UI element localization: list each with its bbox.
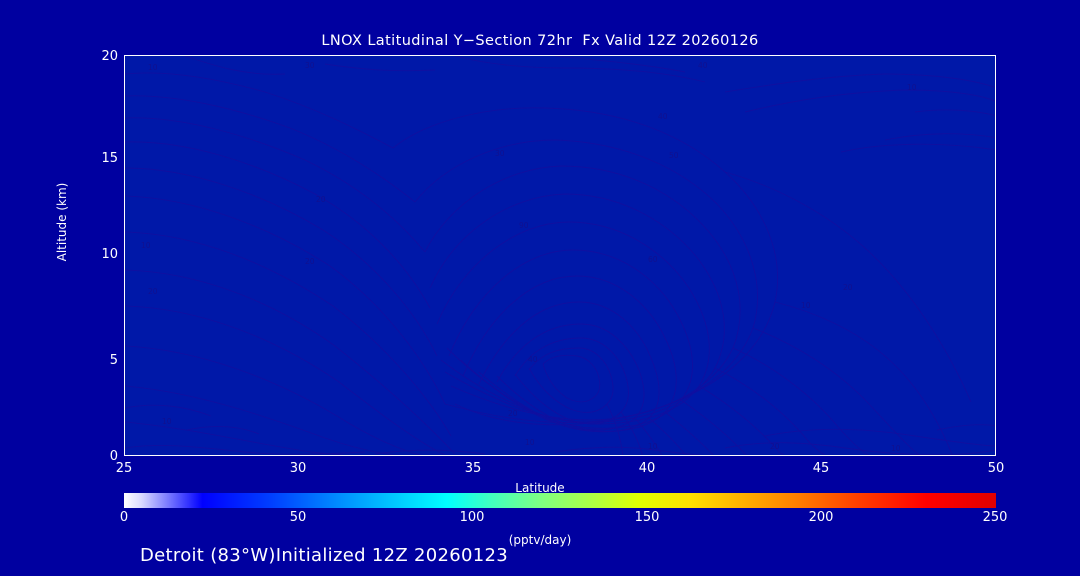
svg-text:30: 30 (305, 61, 315, 70)
footer-caption: Detroit (83°W)Initialized 12Z 20260123 (140, 545, 508, 566)
xtick-label-35: 35 (464, 461, 482, 476)
colorbar-tick-100: 100 (459, 510, 485, 525)
svg-text:10: 10 (801, 301, 811, 310)
svg-text:10: 10 (148, 63, 158, 72)
xtick-label-50: 50 (987, 461, 1005, 476)
colorbar-tick-150: 150 (634, 510, 660, 525)
xtick-label-25: 25 (115, 461, 133, 476)
svg-text:20: 20 (770, 442, 780, 451)
colorbar-units-label: (pptv/day) (508, 533, 572, 547)
svg-text:40: 40 (528, 355, 538, 364)
svg-text:60: 60 (648, 255, 658, 264)
svg-text:40: 40 (698, 61, 708, 70)
colorbar: 0 50 100 150 200 250 (120, 493, 1007, 525)
svg-text:10: 10 (648, 442, 658, 451)
svg-text:50: 50 (669, 151, 679, 160)
ytick-label-10: 10 (101, 247, 118, 262)
ytick-label-20: 20 (101, 49, 118, 64)
svg-text:10: 10 (891, 444, 901, 453)
svg-text:20: 20 (305, 257, 315, 266)
svg-text:20: 20 (508, 409, 518, 418)
colorbar-tick-0: 0 (119, 510, 129, 525)
xtick-label-45: 45 (812, 461, 830, 476)
ytick-label-0: 0 (109, 449, 118, 464)
svg-text:10: 10 (162, 417, 172, 426)
colorbar-tick-250: 250 (982, 510, 1008, 525)
ytick-label-5: 5 (109, 353, 118, 368)
ytick-label-15: 15 (101, 151, 118, 166)
chart-title: LNOX Latitudinal Y−Section 72hr Fx Valid… (321, 33, 759, 49)
svg-text:10: 10 (525, 438, 535, 447)
svg-text:20: 20 (843, 283, 853, 292)
colorbar-tick-50: 50 (289, 510, 307, 525)
svg-text:90: 90 (519, 221, 529, 230)
x-axis-label: Latitude (515, 481, 565, 495)
xtick-label-30: 30 (289, 461, 307, 476)
y-axis-label: Altitude (km) (55, 182, 69, 262)
contour-value-labels: 10 30 40 10 40 50 30 20 90 10 20 60 20 2… (141, 61, 917, 453)
contour-lines (125, 56, 995, 455)
svg-text:20: 20 (148, 287, 158, 296)
plot-area: 10 30 40 10 40 50 30 20 90 10 20 60 20 2… (124, 55, 996, 456)
svg-text:30: 30 (495, 149, 505, 158)
svg-text:10: 10 (141, 241, 151, 250)
xtick-label-40: 40 (638, 461, 656, 476)
contour-plot: 10 30 40 10 40 50 30 20 90 10 20 60 20 2… (125, 56, 995, 455)
colorbar-gradient (124, 493, 996, 508)
svg-text:10: 10 (907, 83, 917, 92)
colorbar-tick-200: 200 (808, 510, 834, 525)
svg-text:20: 20 (316, 195, 326, 204)
svg-text:40: 40 (658, 112, 668, 121)
